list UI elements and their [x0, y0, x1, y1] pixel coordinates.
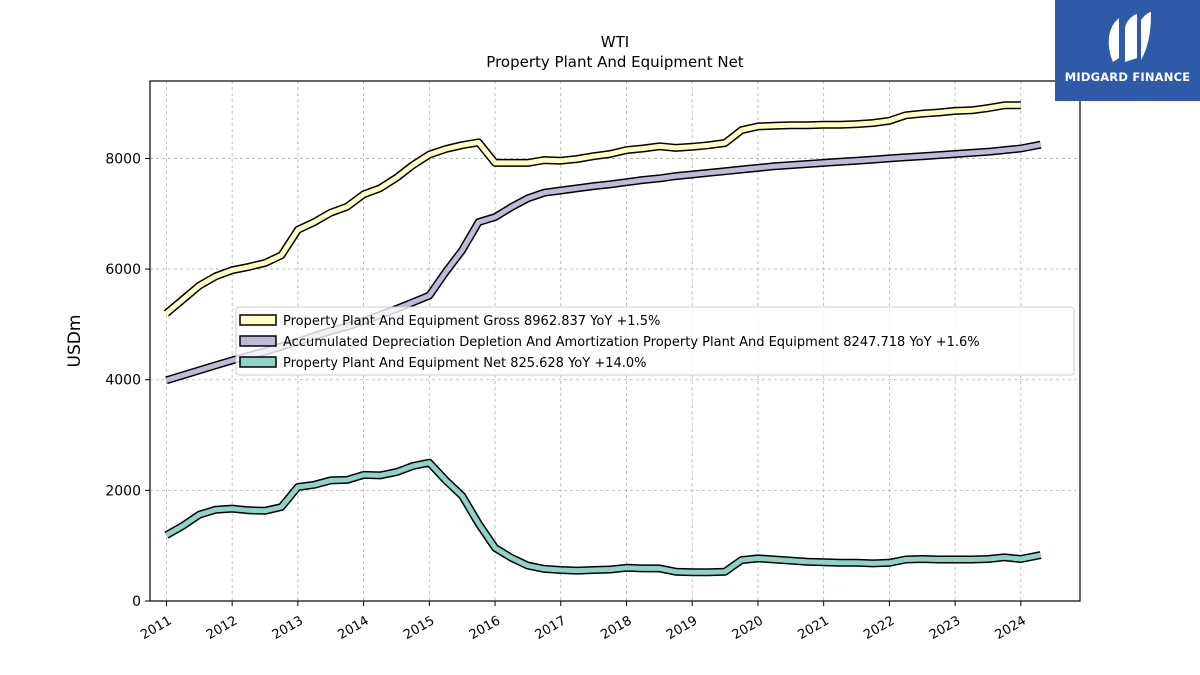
- y-tick-label: 6000: [105, 262, 141, 278]
- x-tick-label: 2015: [401, 613, 437, 643]
- series-3-line: [165, 460, 1042, 575]
- x-tick-label: 2023: [927, 613, 963, 643]
- x-tick-label: 2014: [335, 613, 371, 643]
- x-tick-label: 2016: [467, 613, 503, 643]
- y-tick-label: 8000: [105, 151, 141, 167]
- legend-box: [235, 306, 1075, 376]
- chart-title: WTI: [601, 33, 629, 51]
- x-tick-label: 2018: [598, 613, 634, 643]
- x-tick-label: 2017: [533, 613, 569, 643]
- series-1-line: [164, 102, 1021, 316]
- y-tick-label: 2000: [105, 483, 141, 499]
- x-tick-label: 2019: [664, 613, 700, 643]
- legend-label: Accumulated Depreciation Depletion And A…: [283, 335, 980, 350]
- plot-frame: [149, 80, 1081, 602]
- legend-swatch: [239, 356, 277, 368]
- legend: Property Plant And Equipment Gross 8962.…: [235, 306, 1075, 376]
- legend-label: Property Plant And Equipment Net 825.628…: [283, 356, 647, 371]
- x-tick-label: 2021: [796, 613, 832, 643]
- x-tick-label: 2020: [730, 613, 766, 643]
- x-tick-label: 2022: [861, 613, 897, 643]
- x-tick-label: 2013: [270, 613, 306, 643]
- legend-swatch: [239, 335, 277, 347]
- chart-subtitle: Property Plant And Equipment Net: [486, 53, 743, 71]
- series-1-outline: [163, 101, 1021, 317]
- y-axis-label: USDm: [65, 315, 85, 368]
- brand-logo: MIDGARD FINANCE: [1055, 0, 1200, 101]
- brand-name: MIDGARD FINANCE: [1064, 70, 1191, 84]
- x-tick-label: 2012: [204, 613, 240, 643]
- y-tick-label: 0: [132, 594, 141, 610]
- x-tick-label: 2024: [993, 613, 1029, 643]
- x-tick-label: 2011: [138, 613, 174, 643]
- y-tick-label: 4000: [105, 373, 141, 389]
- legend-swatch: [239, 314, 277, 326]
- logo-mark-icon: [1108, 12, 1151, 62]
- legend-label: Property Plant And Equipment Gross 8962.…: [283, 314, 660, 329]
